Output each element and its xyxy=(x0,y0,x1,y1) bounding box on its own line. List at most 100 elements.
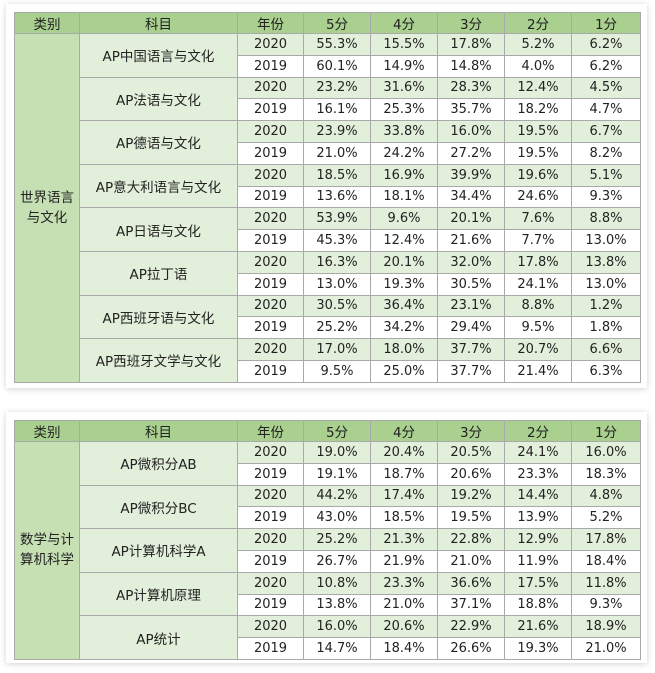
math-cs-table-card: 类别 科目 年份 5分 4分 3分 2分 1分 数学与计 算机科学 AP微积分AB 2020 19.0%… xyxy=(6,412,647,663)
score-5-cell: 25.2% xyxy=(303,316,371,340)
score-2-cell: 8.8% xyxy=(504,294,572,318)
header-score-3: 3分 xyxy=(437,12,505,34)
table-row: 2019 26.7% 21.9% 21.0% 11.9% 18.4% xyxy=(15,549,641,573)
score-1-cell: 5.1% xyxy=(571,163,641,187)
year-cell: 2020 xyxy=(237,33,304,56)
year-cell: 2019 xyxy=(237,359,304,383)
year-cell: 2019 xyxy=(237,462,304,486)
year-cell: 2019 xyxy=(237,54,304,78)
score-1-cell: 6.3% xyxy=(571,359,641,383)
score-1-cell: 16.0% xyxy=(571,441,641,464)
subject-cell: AP拉丁语 xyxy=(79,250,238,296)
score-4-cell: 25.0% xyxy=(370,359,438,383)
score-2-cell: 13.9% xyxy=(504,506,572,530)
table-row: 2019 25.2% 34.2% 29.4% 9.5% 1.8% xyxy=(15,316,641,340)
table-row: 2019 14.7% 18.4% 26.6% 19.3% 21.0% xyxy=(15,637,641,660)
year-cell: 2020 xyxy=(237,76,304,100)
score-3-cell: 37.7% xyxy=(437,359,505,383)
score-5-cell: 45.3% xyxy=(303,229,371,252)
score-2-cell: 11.9% xyxy=(504,549,572,573)
table-row: AP计算机科学A 2020 25.2% 21.3% 22.8% 12.9% 17.8% xyxy=(15,528,641,573)
table-row: AP日语与文化 2020 53.9% 9.6% 20.1% 7.6% 8.8% xyxy=(15,207,641,252)
table-row: AP统计 2020 16.0% 20.6% 22.9% 21.6% 18.9% xyxy=(15,615,641,660)
year-cell: 2019 xyxy=(237,141,304,165)
score-1-cell: 4.7% xyxy=(571,98,641,122)
table-row: 2019 43.0% 18.5% 19.5% 13.9% 5.2% xyxy=(15,506,641,530)
score-1-cell: 18.9% xyxy=(571,615,641,639)
table-row: 2019 9.5% 25.0% 37.7% 21.4% 6.3% xyxy=(15,359,641,383)
score-3-cell: 35.7% xyxy=(437,98,505,122)
score-4-cell: 25.3% xyxy=(370,98,438,122)
subject-cell: AP法语与文化 xyxy=(79,76,238,122)
score-3-cell: 30.5% xyxy=(437,272,505,296)
header-year: 年份 xyxy=(237,420,304,442)
table-row: AP拉丁语 2020 16.3% 20.1% 32.0% 17.8% 13.8% xyxy=(15,250,641,296)
score-1-cell: 17.8% xyxy=(571,528,641,551)
table-row: AP意大利语言与文化 2020 18.5% 16.9% 39.9% 19.6% 5.1% xyxy=(15,163,641,209)
header-score-2: 2分 xyxy=(504,420,572,442)
header-score-5: 5分 xyxy=(303,12,371,34)
score-5-cell: 44.2% xyxy=(303,484,371,508)
category-cell: 世界语言 与文化 xyxy=(14,33,80,383)
score-2-cell: 19.3% xyxy=(504,637,572,660)
score-4-cell: 18.7% xyxy=(370,462,438,486)
score-2-cell: 7.6% xyxy=(504,207,572,231)
score-3-cell: 26.6% xyxy=(437,637,505,660)
category-line: 算机科学 xyxy=(20,552,74,569)
header-score-5: 5分 xyxy=(303,420,371,442)
score-1-cell: 6.6% xyxy=(571,338,641,361)
score-1-cell: 8.8% xyxy=(571,207,641,231)
score-1-cell: 8.2% xyxy=(571,141,641,165)
table-row: 2019 16.1% 25.3% 35.7% 18.2% 4.7% xyxy=(15,98,641,122)
score-4-cell: 18.0% xyxy=(370,338,438,361)
score-5-cell: 16.0% xyxy=(303,615,371,639)
score-2-cell: 21.4% xyxy=(504,359,572,383)
score-5-cell: 16.3% xyxy=(303,250,371,274)
year-cell: 2020 xyxy=(237,294,304,318)
score-3-cell: 16.0% xyxy=(437,120,505,143)
score-1-cell: 18.3% xyxy=(571,462,641,486)
score-1-cell: 9.3% xyxy=(571,593,641,617)
year-cell: 2019 xyxy=(237,185,304,209)
score-1-cell: 9.3% xyxy=(571,185,641,209)
score-5-cell: 9.5% xyxy=(303,359,371,383)
score-3-cell: 27.2% xyxy=(437,141,505,165)
score-5-cell: 53.9% xyxy=(303,207,371,231)
score-4-cell: 21.9% xyxy=(370,549,438,573)
score-2-cell: 19.5% xyxy=(504,141,572,165)
subject-cell: AP日语与文化 xyxy=(79,207,238,252)
header-row: 类别 科目 年份 5分 4分 3分 2分 1分 xyxy=(14,12,641,34)
score-5-cell: 23.2% xyxy=(303,76,371,100)
year-cell: 2019 xyxy=(237,549,304,573)
table-row: AP西班牙文学与文化 2020 17.0% 18.0% 37.7% 20.7% 6.6% xyxy=(15,338,641,383)
score-4-cell: 20.6% xyxy=(370,615,438,639)
score-5-cell: 13.6% xyxy=(303,185,371,209)
score-3-cell: 19.5% xyxy=(437,506,505,530)
score-4-cell: 12.4% xyxy=(370,229,438,252)
score-3-cell: 34.4% xyxy=(437,185,505,209)
year-cell: 2020 xyxy=(237,338,304,361)
year-cell: 2019 xyxy=(237,229,304,252)
header-score-3: 3分 xyxy=(437,420,505,442)
score-3-cell: 37.1% xyxy=(437,593,505,617)
score-4-cell: 21.0% xyxy=(370,593,438,617)
score-2-cell: 19.5% xyxy=(504,120,572,143)
score-5-cell: 60.1% xyxy=(303,54,371,78)
score-5-cell: 30.5% xyxy=(303,294,371,318)
score-3-cell: 22.8% xyxy=(437,528,505,551)
score-1-cell: 4.5% xyxy=(571,76,641,100)
score-4-cell: 20.4% xyxy=(370,441,438,464)
score-2-cell: 20.7% xyxy=(504,338,572,361)
score-distribution-table: 类别 科目 年份 5分 4分 3分 2分 1分 世界语言 与文化 AP中国语言与文化 2020 55.3… xyxy=(14,12,641,383)
score-5-cell: 19.1% xyxy=(303,462,371,486)
score-4-cell: 16.9% xyxy=(370,163,438,187)
score-3-cell: 37.7% xyxy=(437,338,505,361)
header-subject: 科目 xyxy=(79,12,238,34)
subject-cell: AP中国语言与文化 xyxy=(79,33,238,78)
category-line: 与文化 xyxy=(26,209,68,226)
table-row: 2019 13.0% 19.3% 30.5% 24.1% 13.0% xyxy=(15,272,641,296)
subject-cell: AP计算机科学A xyxy=(79,528,238,573)
score-3-cell: 20.5% xyxy=(437,441,505,464)
score-2-cell: 17.5% xyxy=(504,571,572,595)
category-cell: 数学与计 算机科学 xyxy=(14,441,80,660)
